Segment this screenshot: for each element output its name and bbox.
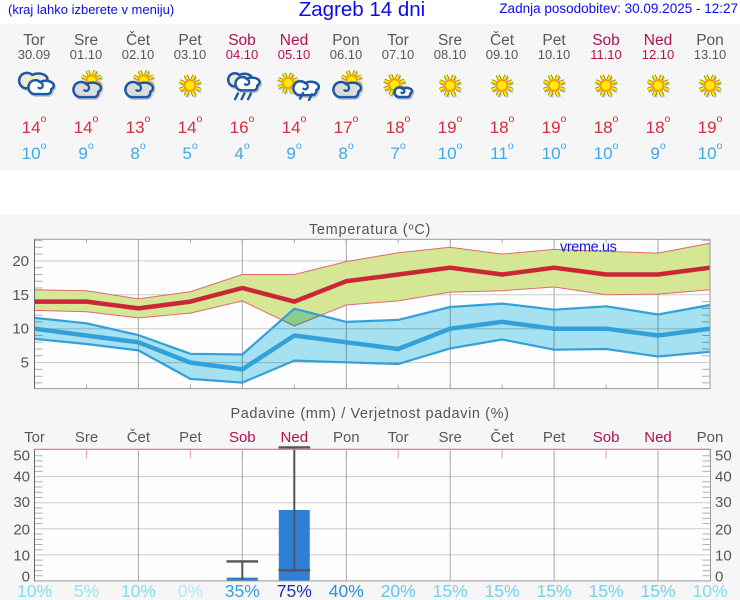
svg-text:20%: 20% bbox=[381, 581, 416, 600]
svg-text:Tor: Tor bbox=[388, 429, 409, 446]
svg-text:Ned: Ned bbox=[644, 429, 672, 446]
svg-text:15%: 15% bbox=[537, 581, 572, 600]
svg-text:Padavine (mm) / Verjetnost pad: Padavine (mm) / Verjetnost padavin (%) bbox=[230, 406, 509, 422]
svg-text:40: 40 bbox=[13, 469, 30, 486]
svg-text:30: 30 bbox=[13, 494, 30, 511]
svg-text:Pon: Pon bbox=[697, 429, 724, 446]
svg-text:Pon: Pon bbox=[333, 429, 360, 446]
svg-text:50: 50 bbox=[13, 447, 30, 464]
svg-text:20: 20 bbox=[13, 522, 30, 539]
svg-text:15%: 15% bbox=[485, 581, 520, 600]
svg-text:5%: 5% bbox=[74, 581, 99, 600]
svg-text:Čet: Čet bbox=[127, 429, 151, 446]
svg-text:10: 10 bbox=[715, 547, 732, 564]
svg-text:Tor: Tor bbox=[24, 429, 45, 446]
svg-text:30: 30 bbox=[715, 494, 732, 511]
svg-text:Sob: Sob bbox=[229, 429, 256, 446]
svg-text:Sob: Sob bbox=[593, 429, 620, 446]
svg-text:15%: 15% bbox=[433, 581, 468, 600]
svg-text:0: 0 bbox=[22, 568, 30, 585]
svg-text:35%: 35% bbox=[225, 581, 260, 600]
svg-text:Ned: Ned bbox=[281, 429, 309, 446]
svg-text:0: 0 bbox=[715, 568, 723, 585]
svg-text:Temperatura (oC): Temperatura (oC) bbox=[309, 222, 431, 239]
svg-text:Pet: Pet bbox=[179, 429, 202, 446]
svg-text:10: 10 bbox=[12, 321, 29, 338]
svg-text:10%: 10% bbox=[692, 581, 727, 600]
svg-text:50: 50 bbox=[715, 447, 732, 464]
svg-text:10%: 10% bbox=[121, 581, 156, 600]
svg-text:10%: 10% bbox=[17, 581, 52, 600]
svg-text:15%: 15% bbox=[640, 581, 675, 600]
svg-text:0%: 0% bbox=[178, 581, 203, 600]
svg-text:20: 20 bbox=[715, 522, 732, 539]
svg-text:10: 10 bbox=[13, 547, 30, 564]
svg-text:vreme.us: vreme.us bbox=[560, 240, 617, 256]
svg-text:15: 15 bbox=[12, 287, 29, 304]
svg-text:Pet: Pet bbox=[543, 429, 566, 446]
svg-text:75%: 75% bbox=[277, 581, 312, 600]
svg-text:Čet: Čet bbox=[490, 429, 514, 446]
svg-text:Sre: Sre bbox=[75, 429, 98, 446]
svg-text:40%: 40% bbox=[329, 581, 364, 600]
svg-text:Sre: Sre bbox=[439, 429, 462, 446]
svg-text:40: 40 bbox=[715, 469, 732, 486]
svg-text:5: 5 bbox=[21, 355, 29, 372]
svg-text:20: 20 bbox=[12, 253, 29, 270]
svg-text:15%: 15% bbox=[589, 581, 624, 600]
